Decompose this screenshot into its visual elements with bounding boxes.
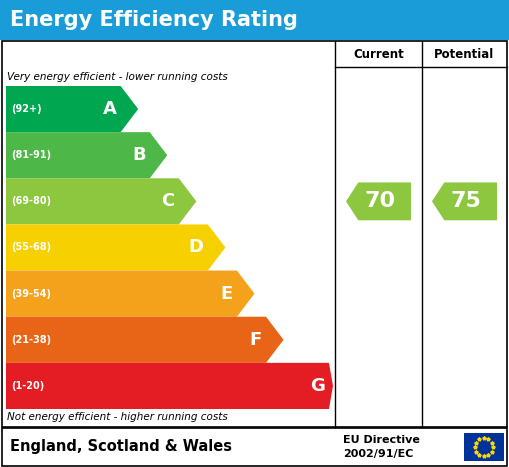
Text: Current: Current (353, 48, 404, 61)
Text: (81-91): (81-91) (11, 150, 51, 160)
Text: D: D (189, 239, 204, 256)
Text: G: G (310, 377, 325, 395)
Polygon shape (6, 363, 333, 409)
Text: (55-68): (55-68) (11, 242, 51, 253)
Polygon shape (6, 270, 254, 317)
Text: Energy Efficiency Rating: Energy Efficiency Rating (10, 10, 298, 30)
Text: (1-20): (1-20) (11, 381, 44, 391)
Text: 2002/91/EC: 2002/91/EC (343, 449, 413, 459)
Polygon shape (6, 225, 225, 270)
Text: 70: 70 (365, 191, 396, 212)
Text: A: A (103, 100, 117, 118)
Polygon shape (6, 132, 167, 178)
Text: (92+): (92+) (11, 104, 42, 114)
Text: (69-80): (69-80) (11, 196, 51, 206)
Bar (464, 433, 504, 461)
Text: Very energy efficient - lower running costs: Very energy efficient - lower running co… (7, 72, 228, 83)
Text: Potential: Potential (434, 48, 495, 61)
Text: England, Scotland & Wales: England, Scotland & Wales (10, 439, 232, 454)
Text: C: C (161, 192, 175, 210)
Text: 75: 75 (451, 191, 482, 212)
Text: Not energy efficient - higher running costs: Not energy efficient - higher running co… (7, 412, 228, 423)
Polygon shape (432, 183, 497, 220)
Text: E: E (221, 285, 233, 303)
Bar (0, 0, 509, 40)
Bar (2, 428, 507, 466)
Polygon shape (6, 317, 284, 363)
Polygon shape (346, 183, 411, 220)
Text: F: F (250, 331, 262, 349)
Text: B: B (132, 146, 146, 164)
Text: EU Directive: EU Directive (343, 435, 420, 445)
Polygon shape (6, 86, 138, 132)
Text: (21-38): (21-38) (11, 335, 51, 345)
Polygon shape (6, 178, 196, 225)
Bar (2, 41, 507, 427)
Text: (39-54): (39-54) (11, 289, 51, 298)
